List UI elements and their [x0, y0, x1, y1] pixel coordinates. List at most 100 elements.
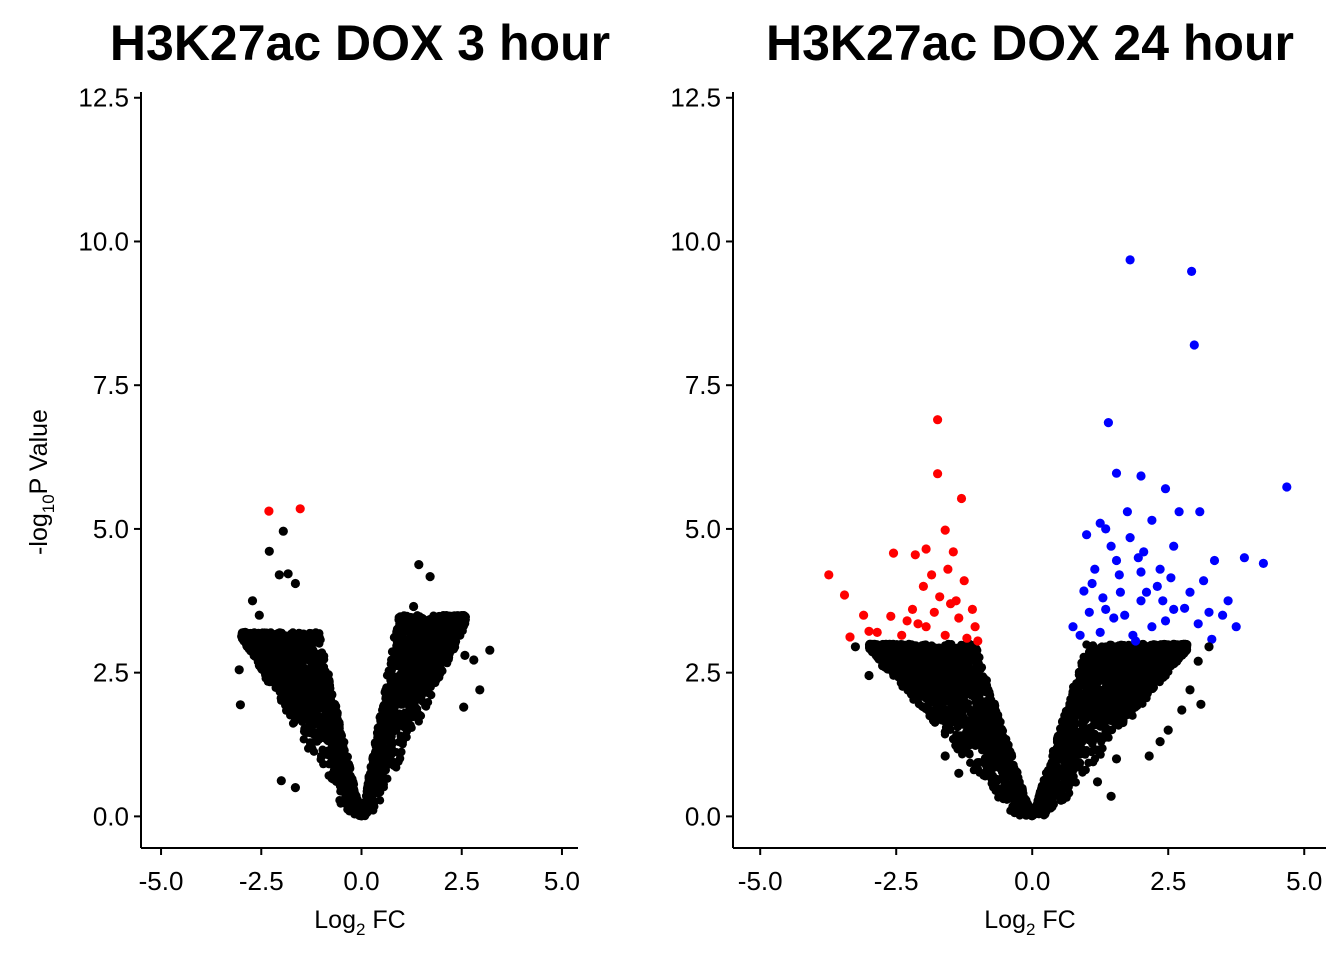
data-point-not-significant: [379, 715, 388, 724]
x-axis-title-rest: FC: [1035, 906, 1075, 934]
data-point-not-significant: [293, 687, 303, 696]
x-tick-label: -5.0: [738, 866, 783, 896]
data-point-not-significant: [391, 719, 400, 728]
data-point-not-significant: [426, 672, 435, 681]
data-point-not-significant: [393, 630, 402, 639]
x-axis-title-subscript: 2: [1026, 920, 1035, 939]
data-point-not-significant: [289, 707, 298, 716]
data-point-not-significant: [965, 749, 974, 758]
data-point-not-significant: [419, 632, 429, 641]
data-point-down: [295, 504, 305, 514]
data-point-not-significant: [425, 658, 434, 667]
data-point-not-significant: [284, 660, 294, 669]
data-point-not_significant: [469, 655, 479, 665]
data-point-not-significant: [346, 764, 355, 773]
y-tick-label: 10.0: [78, 226, 129, 256]
data-point-not-significant: [403, 713, 412, 722]
y-axis-title-subscript: 10: [39, 494, 58, 513]
plot-area: -5.0 -2.5 0.0 2.5 5.00.02.55.07.510.012.5: [78, 83, 580, 896]
data-point-not-significant: [386, 669, 396, 679]
x-tick-label: -2.5: [239, 866, 284, 896]
y-tick-label: 2.5: [93, 658, 129, 688]
data-point-not_significant: [278, 526, 288, 536]
y-tick-label: 0.0: [685, 801, 721, 831]
data-point-not-significant: [372, 783, 382, 793]
chart-title: H3K27ac DOX 24 hour: [766, 15, 1294, 71]
data-point-not-significant: [253, 657, 263, 666]
data-point-not-significant: [404, 701, 414, 711]
x-axis-title: Log2 FC: [314, 906, 405, 939]
data-point-not-significant: [417, 657, 426, 666]
data-point-not-significant: [305, 718, 314, 728]
data-point-not-significant: [445, 620, 455, 629]
data-point-not-significant: [317, 688, 327, 697]
data-point-not_significant: [409, 601, 419, 612]
data-point-not-significant: [298, 644, 308, 653]
data-point-down: [264, 506, 274, 516]
data-point-not-significant: [379, 773, 389, 782]
data-point-not-significant: [326, 751, 335, 761]
data-point-not_significant: [264, 546, 274, 556]
data-point-not_significant: [290, 783, 300, 793]
data-point-not-significant: [424, 624, 433, 633]
data-point-not-significant: [940, 730, 950, 739]
chart-title: H3K27ac DOX 3 hour: [110, 15, 610, 71]
data-point-not-significant: [448, 640, 457, 649]
data-point-not_significant: [240, 627, 250, 638]
data-point-not-significant: [379, 759, 388, 768]
data-point-not_significant: [475, 685, 485, 695]
data-point-not-significant: [307, 684, 316, 693]
data-point-not-significant: [338, 785, 347, 794]
x-axis-title-rest: FC: [365, 906, 405, 934]
data-point-not-significant: [318, 745, 327, 754]
data-point-not-significant: [1084, 758, 1093, 767]
panel-dox-3-hour: H3K27ac DOX 3 hour -log10P Value Log2 FC…: [25, 15, 610, 939]
data-point-not_significant: [485, 645, 495, 655]
data-point-not-significant: [243, 637, 252, 647]
y-tick-label: 12.5: [78, 83, 129, 113]
data-point-not-significant: [429, 631, 438, 640]
data-point-not-significant: [332, 777, 341, 786]
y-tick-label: 5.0: [685, 514, 721, 544]
data-point-not-significant: [1119, 718, 1128, 728]
x-axis-title: Log2 FC: [984, 906, 1075, 939]
x-tick-label: 2.5: [1150, 866, 1186, 896]
data-point-not-significant: [417, 693, 426, 702]
data-point-not-significant: [398, 738, 407, 747]
data-point-not-significant: [267, 649, 276, 658]
plot-area: -5.0 -2.5 0.0 2.5 5.00.02.55.07.510.012.5: [670, 83, 1326, 896]
data-point-not-significant: [277, 684, 286, 694]
data-point-not-significant: [375, 731, 384, 740]
data-point-not_significant: [290, 578, 300, 589]
data-point-not-significant: [255, 639, 265, 648]
data-point-not-significant: [273, 632, 283, 641]
data-point-not-significant: [351, 808, 360, 817]
data-point-not-significant: [407, 673, 416, 682]
panel-dox-24-hour: H3K27ac DOX 24 hour Log2 FC -5.0 -2.5 0.0 2…: [670, 15, 1326, 939]
data-point-not-significant: [373, 750, 382, 760]
data-point-not-significant: [323, 717, 332, 726]
data-point-not-significant: [384, 698, 394, 707]
data-point-not-significant: [1081, 765, 1090, 775]
data-point-not-significant: [291, 695, 300, 705]
data-point-not-significant: [966, 758, 975, 767]
y-tick-label: 10.0: [670, 226, 721, 256]
point-cloud-not-significant: [237, 611, 470, 821]
data-point-not-significant: [437, 618, 447, 627]
data-point-not_significant: [460, 650, 470, 661]
data-point-not_significant: [425, 572, 435, 582]
data-point-not-significant: [308, 744, 317, 753]
data-point-not-significant: [381, 726, 391, 735]
data-point-not-significant: [318, 668, 327, 677]
x-tick-label: 2.5: [444, 866, 480, 896]
data-point-not-significant: [278, 692, 287, 701]
data-point-not-significant: [298, 707, 308, 717]
data-point-not-significant: [261, 664, 270, 673]
data-point-not_significant: [459, 702, 469, 712]
data-point-not-significant: [414, 717, 423, 726]
data-point-not-significant: [396, 661, 406, 670]
data-point-not-significant: [262, 630, 271, 639]
data-point-not-significant: [325, 677, 334, 687]
data-point-not-significant: [326, 700, 335, 709]
data-point-not-significant: [400, 694, 409, 703]
